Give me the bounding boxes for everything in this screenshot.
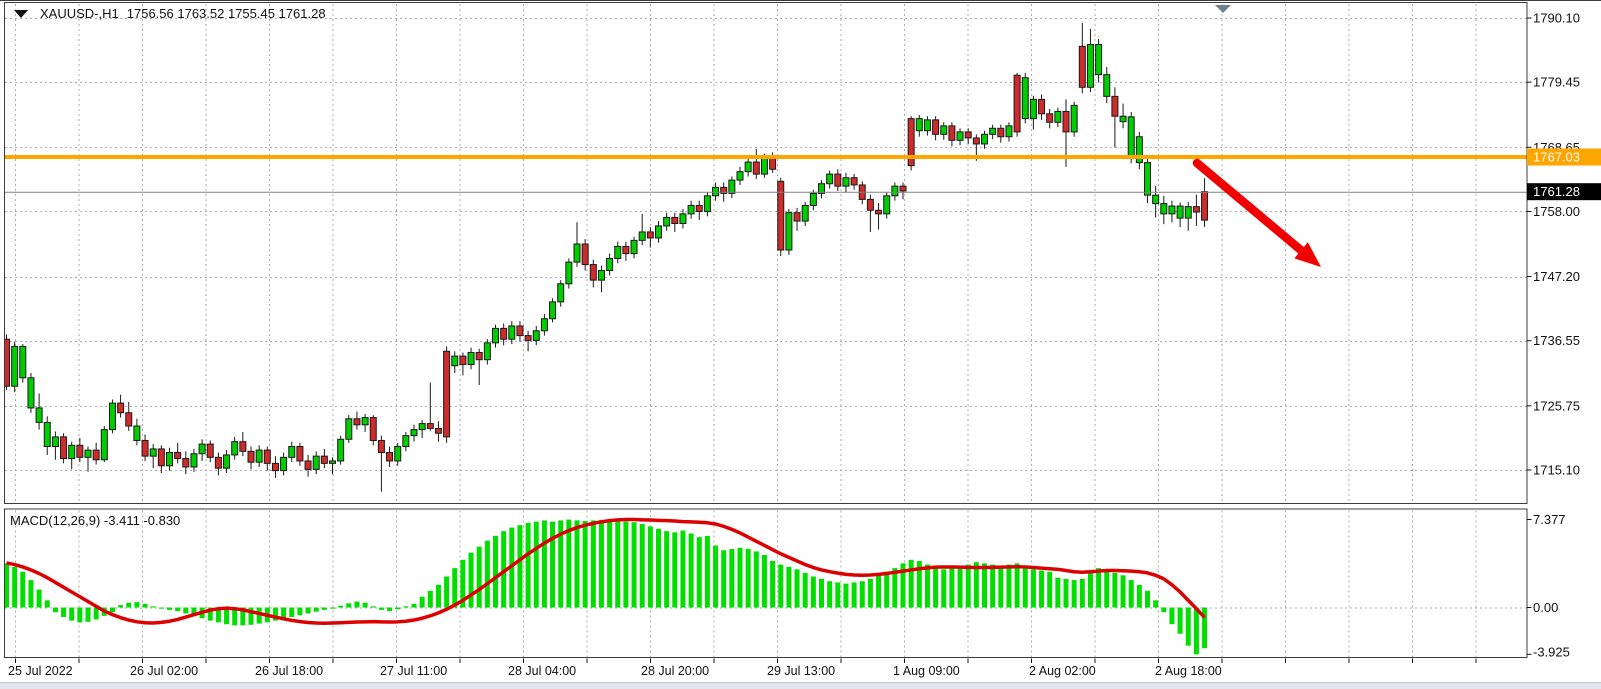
price-axis[interactable]: 1790.101779.451768.651758.001747.201736.…	[1526, 11, 1601, 478]
candlestick-layer	[5, 22, 1209, 492]
time-tick-label: 26 Jul 18:00	[255, 664, 323, 678]
time-tick-label: 25 Jul 2022	[8, 664, 73, 678]
macd-axis[interactable]: 7.377 0.00 -3.925	[1526, 512, 1570, 660]
svg-text:1767.03: 1767.03	[1533, 150, 1580, 165]
chart-title: XAUUSD-,H1 1756.56 1763.52 1755.45 1761.…	[14, 6, 326, 21]
down-trend-arrow[interactable]	[1192, 158, 1321, 267]
panel-borders	[0, 0, 1601, 658]
svg-text:1761.28: 1761.28	[1533, 184, 1580, 199]
macd-signal-line	[6, 517, 1206, 625]
macd-tick-label: -3.925	[1533, 645, 1570, 660]
price-tick-label: 1758.00	[1533, 204, 1580, 219]
ohlc-values-label: 1756.56 1763.52 1755.45 1761.28	[126, 6, 326, 21]
symbol-timeframe-label: XAUUSD-,H1	[40, 6, 119, 21]
price-tick-label: 1715.10	[1533, 463, 1580, 478]
price-tick-label: 1736.55	[1533, 333, 1580, 348]
grid-layer	[5, 4, 1527, 657]
time-tick-label: 2 Aug 18:00	[1155, 664, 1222, 678]
time-tick-label: 1 Aug 09:00	[893, 664, 960, 678]
quick-trade-dropdown-icon[interactable]	[14, 9, 28, 18]
hline-price-badge	[1527, 148, 1601, 166]
macd-tick-label: 7.377	[1533, 512, 1566, 527]
price-tick-label: 1790.10	[1533, 11, 1580, 26]
window-bottom-edge	[0, 682, 1601, 689]
time-tick-label: 26 Jul 02:00	[130, 664, 198, 678]
price-tick-label: 1779.45	[1533, 75, 1580, 90]
chart-shift-marker-icon[interactable]	[1215, 5, 1231, 13]
time-tick-label: 29 Jul 13:00	[767, 664, 835, 678]
time-tick-label: 28 Jul 04:00	[508, 664, 576, 678]
time-tick-label: 27 Jul 11:00	[380, 664, 447, 678]
macd-tick-label: 0.00	[1533, 600, 1558, 615]
time-tick-label: 28 Jul 20:00	[641, 664, 709, 678]
time-axis[interactable]: 25 Jul 2022 26 Jul 02:00 26 Jul 18:00 27 Ju…	[8, 658, 1477, 679]
price-tick-label: 1725.75	[1533, 398, 1580, 413]
macd-indicator-label: MACD(12,26,9) -3.411 -0.830	[10, 513, 181, 528]
current-price-badge	[1527, 183, 1601, 201]
price-tick-label: 1747.20	[1533, 269, 1580, 284]
time-tick-label: 2 Aug 02:00	[1029, 664, 1096, 678]
